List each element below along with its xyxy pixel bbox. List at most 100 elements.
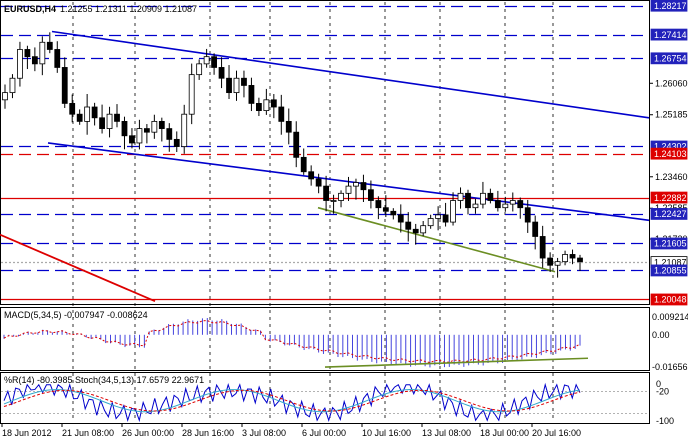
- level-badge-label: 1.26754: [654, 54, 687, 64]
- candle-body: [547, 257, 554, 266]
- candle-body: [106, 113, 113, 129]
- candle-body: [255, 103, 262, 112]
- candle-body: [121, 120, 128, 137]
- level-badge: [650, 208, 688, 220]
- price-axis: 1.260601.251851.234601.225851.217301.282…: [649, 0, 688, 426]
- level-badge: [650, 28, 688, 41]
- candle-body: [46, 41, 53, 50]
- candle-body: [9, 77, 16, 94]
- candle-body: [323, 185, 330, 201]
- candle-body: [24, 49, 31, 58]
- candle-body: [84, 106, 91, 122]
- time-tick-label: 18 Jun 2012: [2, 428, 52, 438]
- horizontal-levels: [1, 5, 649, 301]
- candle-body: [151, 120, 158, 133]
- candle-body: [368, 189, 374, 201]
- level-badge-label: 1.28217: [654, 1, 687, 11]
- level-badge-label: 1.22882: [654, 193, 687, 203]
- time-tick-label: 6 Jul 00:00: [302, 428, 346, 438]
- stoch-tick-label: 0: [656, 379, 661, 389]
- candle-body: [315, 178, 322, 187]
- stochastic-indicator: [1, 382, 649, 423]
- candle-body: [509, 200, 516, 205]
- price-tick-label: 1.23460: [655, 172, 688, 182]
- candle-body: [382, 207, 389, 212]
- candle-body: [173, 138, 180, 147]
- candle-body: [487, 192, 494, 201]
- level-badge: [650, 237, 688, 250]
- stoch-tick-label: -100: [656, 416, 674, 426]
- price-tick-label: 1.25185: [655, 110, 688, 120]
- candle-body: [114, 113, 120, 122]
- level-badge-label: 1.22427: [654, 209, 687, 219]
- level-badge: [650, 52, 688, 65]
- candle-body: [308, 171, 315, 180]
- time-axis: 18 Jun 2012 21 Jun 08:00 26 Jun 00:00 28 Ju…: [1, 423, 581, 438]
- macd-tick-label: 0.00: [652, 330, 670, 340]
- candle-body: [420, 225, 427, 234]
- candle-body: [457, 192, 464, 201]
- macd-divergence-line: [324, 357, 589, 368]
- red-trendline: [0, 233, 156, 303]
- candle-body: [76, 113, 83, 122]
- level-badge-label: 1.20855: [654, 266, 687, 276]
- macd-signal-line: [3, 320, 581, 364]
- time-tick-label: 26 Jun 00:00: [122, 428, 174, 438]
- macd-label: MACD(5,34,5) -0.007947 -0.008624: [4, 310, 148, 320]
- candle-body: [390, 210, 397, 216]
- candle-body: [211, 56, 217, 68]
- candle-body: [181, 113, 188, 147]
- candle-body: [517, 200, 524, 209]
- candle-body: [360, 182, 367, 191]
- time-tick-label: 10 Jul 16:00: [362, 428, 411, 438]
- stoch-tick-label: -20: [656, 386, 669, 396]
- candle-body: [405, 221, 412, 230]
- candle-body: [158, 120, 165, 129]
- candle-body: [397, 214, 404, 223]
- level-badge-label: 1.21605: [654, 239, 687, 249]
- candle-body: [99, 117, 105, 129]
- candle-body: [532, 221, 539, 237]
- candlesticks: [2, 32, 583, 278]
- candle-body: [472, 203, 479, 209]
- time-tick-label: 28 Jun 16:00: [182, 428, 234, 438]
- candle-body: [427, 218, 434, 227]
- level-badge-label: 1.24302: [654, 142, 687, 152]
- candle-body: [233, 77, 240, 94]
- candle-body: [345, 185, 352, 194]
- candle-body: [248, 85, 255, 104]
- candle-body: [69, 103, 76, 115]
- candle-body: [412, 228, 419, 234]
- candle-body: [54, 49, 61, 68]
- candle-body: [278, 106, 285, 122]
- candle-body: [91, 106, 98, 119]
- candle-body: [524, 207, 531, 223]
- candle-body: [218, 67, 225, 79]
- macd-tick-label: 0.009214: [652, 312, 688, 322]
- candle-body: [61, 67, 68, 104]
- level-badge-label: 1.21087: [654, 257, 687, 267]
- candle-body: [569, 254, 576, 259]
- candle-body: [188, 74, 195, 115]
- candle-body: [442, 214, 449, 223]
- williams-r-line: [3, 382, 581, 423]
- candle-body: [353, 182, 359, 187]
- candle-body: [203, 56, 210, 65]
- time-tick-label: 3 Jul 08:00: [242, 428, 286, 438]
- level-badge: [650, 0, 688, 12]
- level-badge-label: 1.20048: [654, 295, 687, 305]
- time-tick-label: 13 Jul 08:00: [422, 428, 471, 438]
- stoch-signal-line: [3, 389, 581, 412]
- candle-body: [330, 200, 337, 202]
- candle-body: [554, 261, 561, 266]
- candle-body: [539, 236, 546, 259]
- candle-body: [39, 41, 46, 65]
- macd-tick-label: -0.016565: [652, 362, 688, 372]
- candle-body: [375, 200, 382, 209]
- price-tick-label: 1.26060: [655, 78, 688, 88]
- candle-body: [300, 156, 307, 173]
- level-badge-label: 1.24103: [654, 149, 687, 159]
- candle-body: [285, 120, 292, 133]
- time-tick-label: 18 Jul 00:00: [480, 428, 529, 438]
